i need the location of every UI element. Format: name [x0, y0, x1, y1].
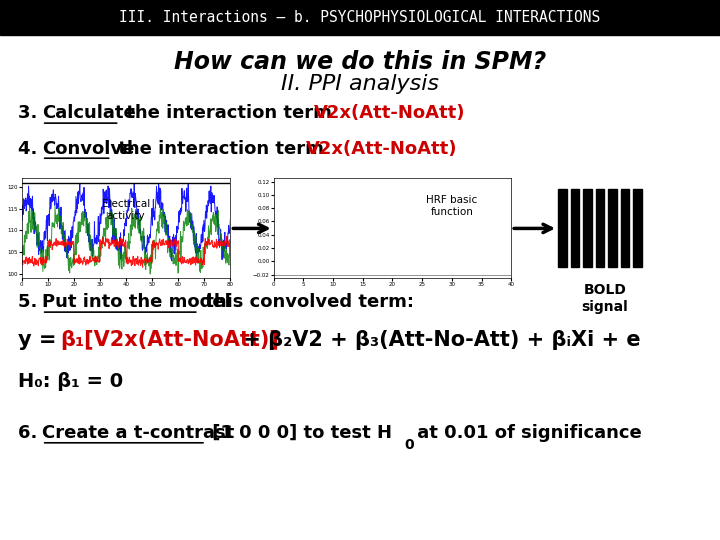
Text: V2x(Att-NoAtt): V2x(Att-NoAtt) — [314, 104, 465, 123]
Text: Calculate: Calculate — [42, 104, 135, 123]
Text: + β₂V2 + β₃(Att-No-Att) + βᵢXi + e: + β₂V2 + β₃(Att-No-Att) + βᵢXi + e — [236, 330, 641, 350]
Text: II. PPI analysis: II. PPI analysis — [281, 73, 439, 94]
Text: V2x(Att-NoAtt): V2x(Att-NoAtt) — [306, 139, 457, 158]
Text: HRF basic
function: HRF basic function — [426, 195, 477, 217]
Bar — [595, 189, 604, 267]
Text: β₁[V2x(Att-NoAtt)]: β₁[V2x(Att-NoAtt)] — [60, 330, 279, 350]
Text: How can we do this in SPM?: How can we do this in SPM? — [174, 50, 546, 74]
Text: y =: y = — [18, 330, 64, 350]
Bar — [608, 189, 617, 267]
Bar — [558, 189, 567, 267]
Text: H₀: β₁ = 0: H₀: β₁ = 0 — [18, 372, 123, 391]
Text: the interaction term: the interaction term — [120, 104, 338, 123]
Text: 5.: 5. — [18, 293, 44, 312]
Text: 6.: 6. — [18, 424, 44, 442]
Text: at 0.01 of significance: at 0.01 of significance — [411, 424, 642, 442]
Bar — [621, 189, 629, 267]
Text: BOLD
signal: BOLD signal — [582, 284, 628, 314]
Text: 4.: 4. — [18, 139, 44, 158]
Bar — [634, 189, 642, 267]
Text: III. Interactions – b. PSYCHOPHYSIOLOGICAL INTERACTIONS: III. Interactions – b. PSYCHOPHYSIOLOGIC… — [120, 10, 600, 25]
Text: Convolve: Convolve — [42, 139, 134, 158]
Text: Put into the model: Put into the model — [42, 293, 230, 312]
Text: Create a t-contrast: Create a t-contrast — [42, 424, 234, 442]
Text: the interaction term: the interaction term — [112, 139, 330, 158]
Text: Electrical
activity: Electrical activity — [102, 199, 150, 221]
Text: [1 0 0 0] to test H: [1 0 0 0] to test H — [206, 424, 392, 442]
Text: 3.: 3. — [18, 104, 44, 123]
Bar — [570, 189, 579, 267]
Bar — [583, 189, 592, 267]
Text: this convolved term:: this convolved term: — [199, 293, 414, 312]
Text: 0: 0 — [405, 438, 414, 452]
Bar — [0, 0, 720, 35]
